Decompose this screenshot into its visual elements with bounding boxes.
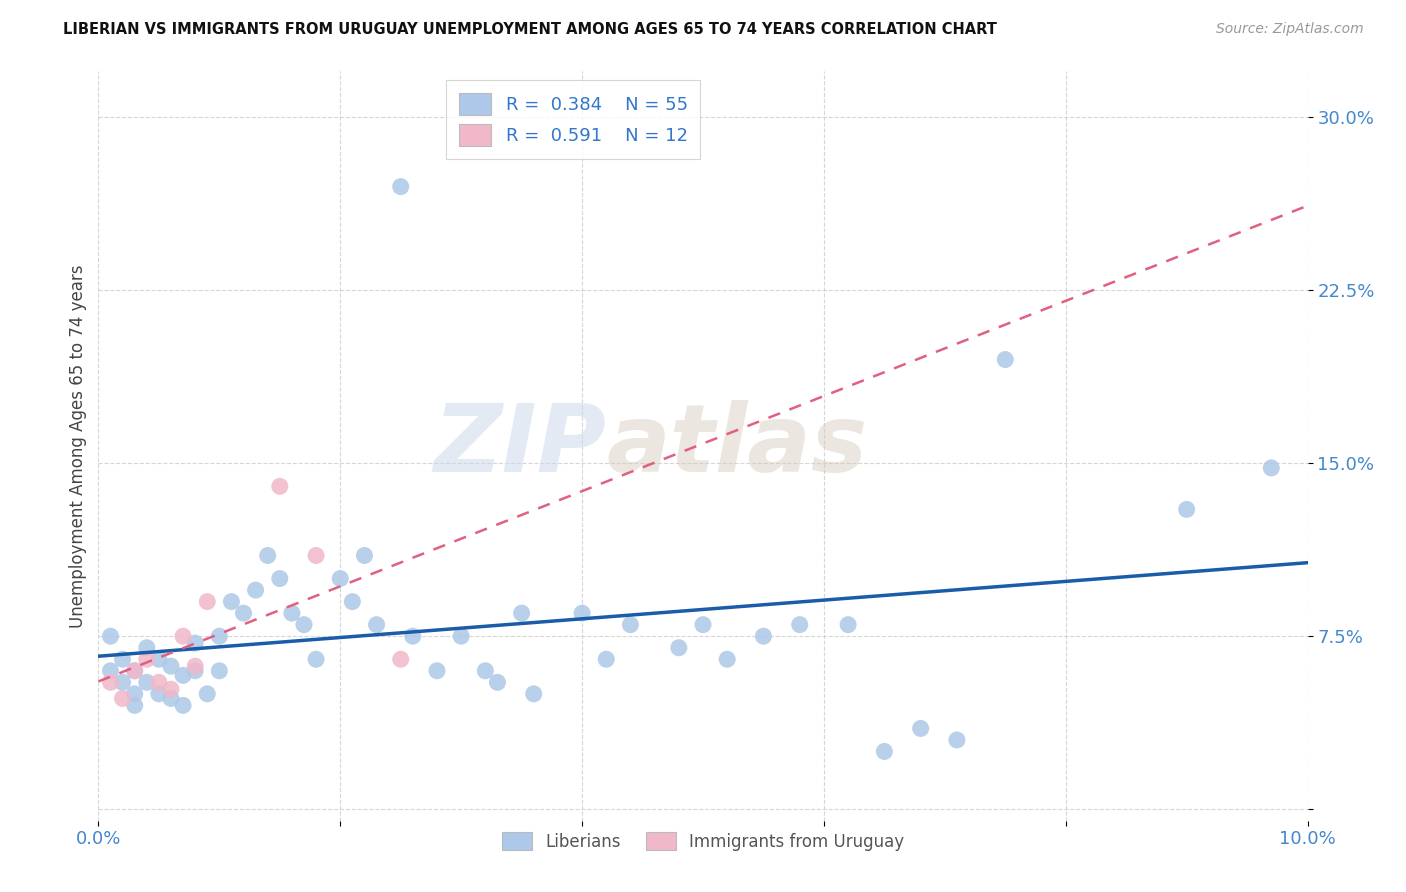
Point [450,629,472,643]
Point [292,617,315,632]
Point [208,629,231,643]
Point [172,698,194,713]
Text: LIBERIAN VS IMMIGRANTS FROM URUGUAY UNEMPLOYMENT AMONG AGES 65 TO 74 YEARS CORRE: LIBERIAN VS IMMIGRANTS FROM URUGUAY UNEM… [63,22,997,37]
Point [269,479,291,493]
Point [523,687,546,701]
Point [160,659,183,673]
Point [184,664,207,678]
Point [111,652,134,666]
Point [148,675,170,690]
Point [837,617,859,632]
Point [184,636,207,650]
Point [366,617,388,632]
Text: ZIP: ZIP [433,400,606,492]
Point [232,606,254,620]
Point [402,629,425,643]
Point [195,687,218,701]
Point [486,675,509,690]
Point [256,549,278,563]
Text: Source: ZipAtlas.com: Source: ZipAtlas.com [1216,22,1364,37]
Point [946,733,969,747]
Point [135,652,157,666]
Point [124,664,146,678]
Point [184,659,207,673]
Point [124,664,146,678]
Point [910,722,932,736]
Point [100,629,122,643]
Point [510,606,533,620]
Point [692,617,714,632]
Point [389,652,412,666]
Y-axis label: Unemployment Among Ages 65 to 74 years: Unemployment Among Ages 65 to 74 years [69,264,87,628]
Point [305,549,328,563]
Point [245,583,267,598]
Point [1175,502,1198,516]
Point [342,594,364,608]
Point [571,606,593,620]
Point [111,691,134,706]
Point [221,594,243,608]
Point [124,698,146,713]
Point [100,664,122,678]
Point [160,682,183,697]
Point [281,606,304,620]
Text: atlas: atlas [606,400,868,492]
Point [135,640,157,655]
Point [994,352,1017,367]
Point [329,572,352,586]
Point [135,675,157,690]
Point [305,652,328,666]
Point [148,687,170,701]
Point [873,744,896,758]
Point [160,691,183,706]
Point [389,179,412,194]
Point [595,652,617,666]
Point [100,675,122,690]
Point [789,617,811,632]
Point [474,664,496,678]
Point [172,668,194,682]
Point [668,640,690,655]
Point [111,675,134,690]
Point [716,652,738,666]
Point [353,549,375,563]
Point [172,629,194,643]
Point [1260,461,1282,475]
Point [752,629,775,643]
Point [426,664,449,678]
Point [619,617,641,632]
Point [208,664,231,678]
Point [148,652,170,666]
Point [124,687,146,701]
Point [269,572,291,586]
Point [195,594,218,608]
Legend: Liberians, Immigrants from Uruguay: Liberians, Immigrants from Uruguay [495,826,911,857]
